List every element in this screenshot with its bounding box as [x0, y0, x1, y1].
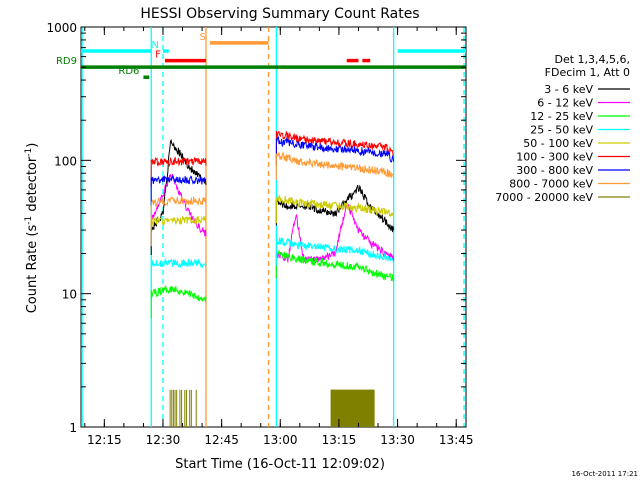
series-line-5 — [275, 130, 395, 159]
series-line-6 — [150, 175, 207, 206]
series-line-3 — [150, 257, 207, 288]
legend-label: 800 - 7000 keV — [509, 178, 593, 191]
series-line-7 — [275, 152, 395, 180]
y-tick-label: 10 — [62, 288, 77, 302]
legend-label: 100 - 300 keV — [516, 151, 593, 164]
legend: Det 1,3,4,5,6, FDecim 1, Att 0 3 - 6 keV… — [495, 53, 630, 204]
x-axis: 12:15 12:30 12:45 13:00 13:15 13:30 13:45 — [84, 27, 474, 447]
x-tick-label: 12:30 — [146, 433, 181, 447]
series-line-5 — [150, 156, 207, 187]
y-tick-label: 1000 — [46, 21, 77, 35]
y-axis: 1 10 100 1000 — [46, 21, 466, 435]
plot-frame — [80, 26, 467, 428]
chart-title: HESSI Observing Summary Count Rates — [140, 6, 419, 22]
legend-label: 7000 - 20000 keV — [495, 191, 593, 204]
series-line-3 — [275, 237, 395, 266]
series-line-2 — [275, 249, 395, 282]
flag-label: F — [155, 50, 161, 61]
legend-label: 50 - 100 keV — [523, 137, 593, 150]
timestamp: 16-Oct-2011 17:21 — [572, 470, 638, 478]
series-line-1 — [275, 203, 395, 279]
series-line-7 — [150, 196, 207, 228]
y-tick-label: 100 — [54, 154, 77, 168]
legend-header-2: FDecim 1, Att 0 — [545, 66, 630, 79]
x-tick-label: 13:15 — [322, 433, 357, 447]
x-tick-label: 13:00 — [263, 433, 298, 447]
y-axis-label: Count Rate (s-1 detector-1) — [24, 143, 40, 314]
x-axis-label: Start Time (16-Oct-11 12:09:02) — [175, 457, 385, 472]
series-line-6 — [275, 135, 395, 166]
legend-label: 300 - 800 keV — [516, 164, 593, 177]
legend-label: 25 - 50 keV — [530, 124, 593, 137]
x-tick-label: 12:15 — [87, 433, 122, 447]
plot-area: NF S RD9 RD6 — [56, 26, 467, 428]
flag-label: N — [151, 40, 158, 51]
flag-label: RD6 — [118, 66, 139, 77]
flag-label: S — [200, 32, 206, 43]
x-tick-label: 13:30 — [380, 433, 415, 447]
series-line-4 — [275, 195, 395, 224]
flag-label: RD9 — [56, 56, 77, 67]
x-tick-label: 13:45 — [439, 433, 474, 447]
series-line-2 — [150, 285, 207, 319]
series-line-1 — [150, 174, 207, 247]
legend-label: 12 - 25 keV — [530, 110, 593, 123]
legend-label: 6 - 12 keV — [537, 97, 593, 110]
y-tick-label: 1 — [69, 421, 77, 435]
series-line-4 — [150, 215, 207, 247]
x-tick-label: 12:45 — [204, 433, 239, 447]
series-bars-8 — [169, 389, 197, 427]
legend-header-1: Det 1,3,4,5,6, — [554, 53, 630, 66]
series-bars-8 — [330, 389, 375, 427]
legend-label: 3 - 6 keV — [544, 83, 593, 96]
